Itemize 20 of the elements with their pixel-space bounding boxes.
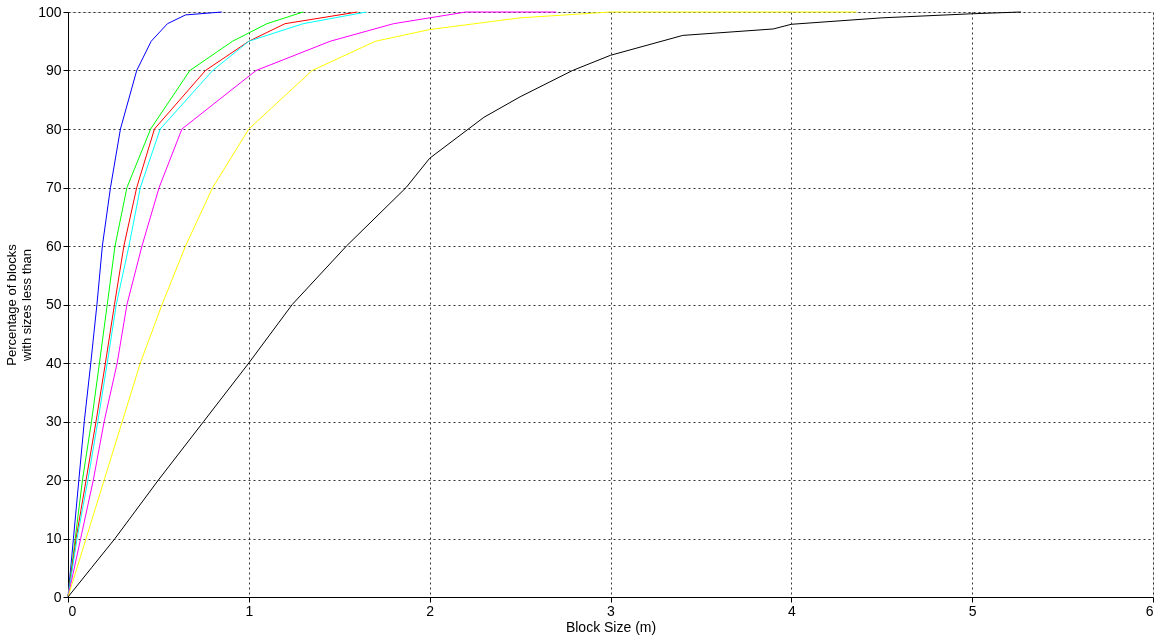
y-tick-label: 20 [45, 471, 62, 488]
y-tick-label: 60 [45, 237, 62, 254]
x-tick-label: 6 [1145, 602, 1154, 619]
y-tick-label: 90 [45, 62, 62, 78]
x-tick-label: 0 [68, 602, 77, 619]
x-tick-label: 5 [968, 602, 977, 619]
y-tick-label: 0 [53, 588, 62, 605]
y-tick-label: 70 [45, 179, 62, 195]
x-tick-label: 4 [787, 602, 796, 619]
y-tick-label: 100 [38, 3, 62, 20]
y-tick-label: 40 [45, 354, 62, 371]
x-tick-label: 1 [245, 602, 254, 619]
y-tick-label: 80 [45, 120, 62, 137]
x-tick-label: 3 [607, 602, 616, 619]
y-axis-title: Percentage of blocks with sizes less than [4, 243, 35, 366]
x-axis-title: Block Size (m) [565, 618, 657, 635]
x-tick-label: 2 [426, 602, 435, 619]
y-tick-label: 30 [45, 413, 62, 429]
y-tick-label: 10 [45, 530, 62, 546]
y-tick-label: 50 [45, 296, 62, 312]
